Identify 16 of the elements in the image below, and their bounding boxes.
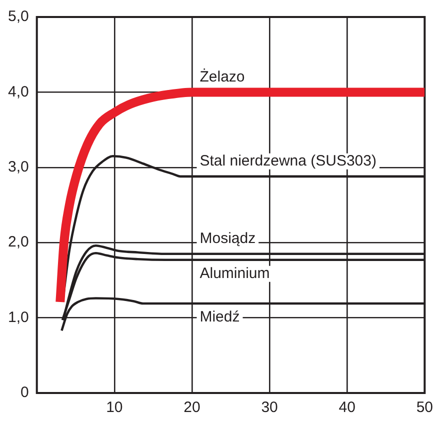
x-tick-label: 10 — [106, 399, 123, 416]
x-tick-label: 30 — [261, 399, 278, 416]
y-tick-label: 5,0 — [8, 8, 29, 26]
y-tick-label: 3,0 — [8, 158, 29, 176]
x-tick-label: 20 — [184, 399, 200, 416]
y-tick-label: 2,0 — [8, 234, 29, 251]
series-label: Mosiądz — [200, 230, 256, 248]
series-label: Miedź — [200, 308, 240, 326]
y-tick-label: 4,0 — [8, 83, 29, 100]
y-tick-label: 1,0 — [8, 308, 29, 326]
series-label: Żelazo — [200, 67, 245, 86]
y-tick-label: 0 — [20, 384, 29, 402]
series-label: Stal nierdzewna (SUS303) — [200, 152, 376, 170]
x-tick-label: 50 — [416, 399, 433, 416]
series-label: Aluminium — [200, 265, 270, 282]
x-tick-label: 40 — [338, 399, 356, 416]
